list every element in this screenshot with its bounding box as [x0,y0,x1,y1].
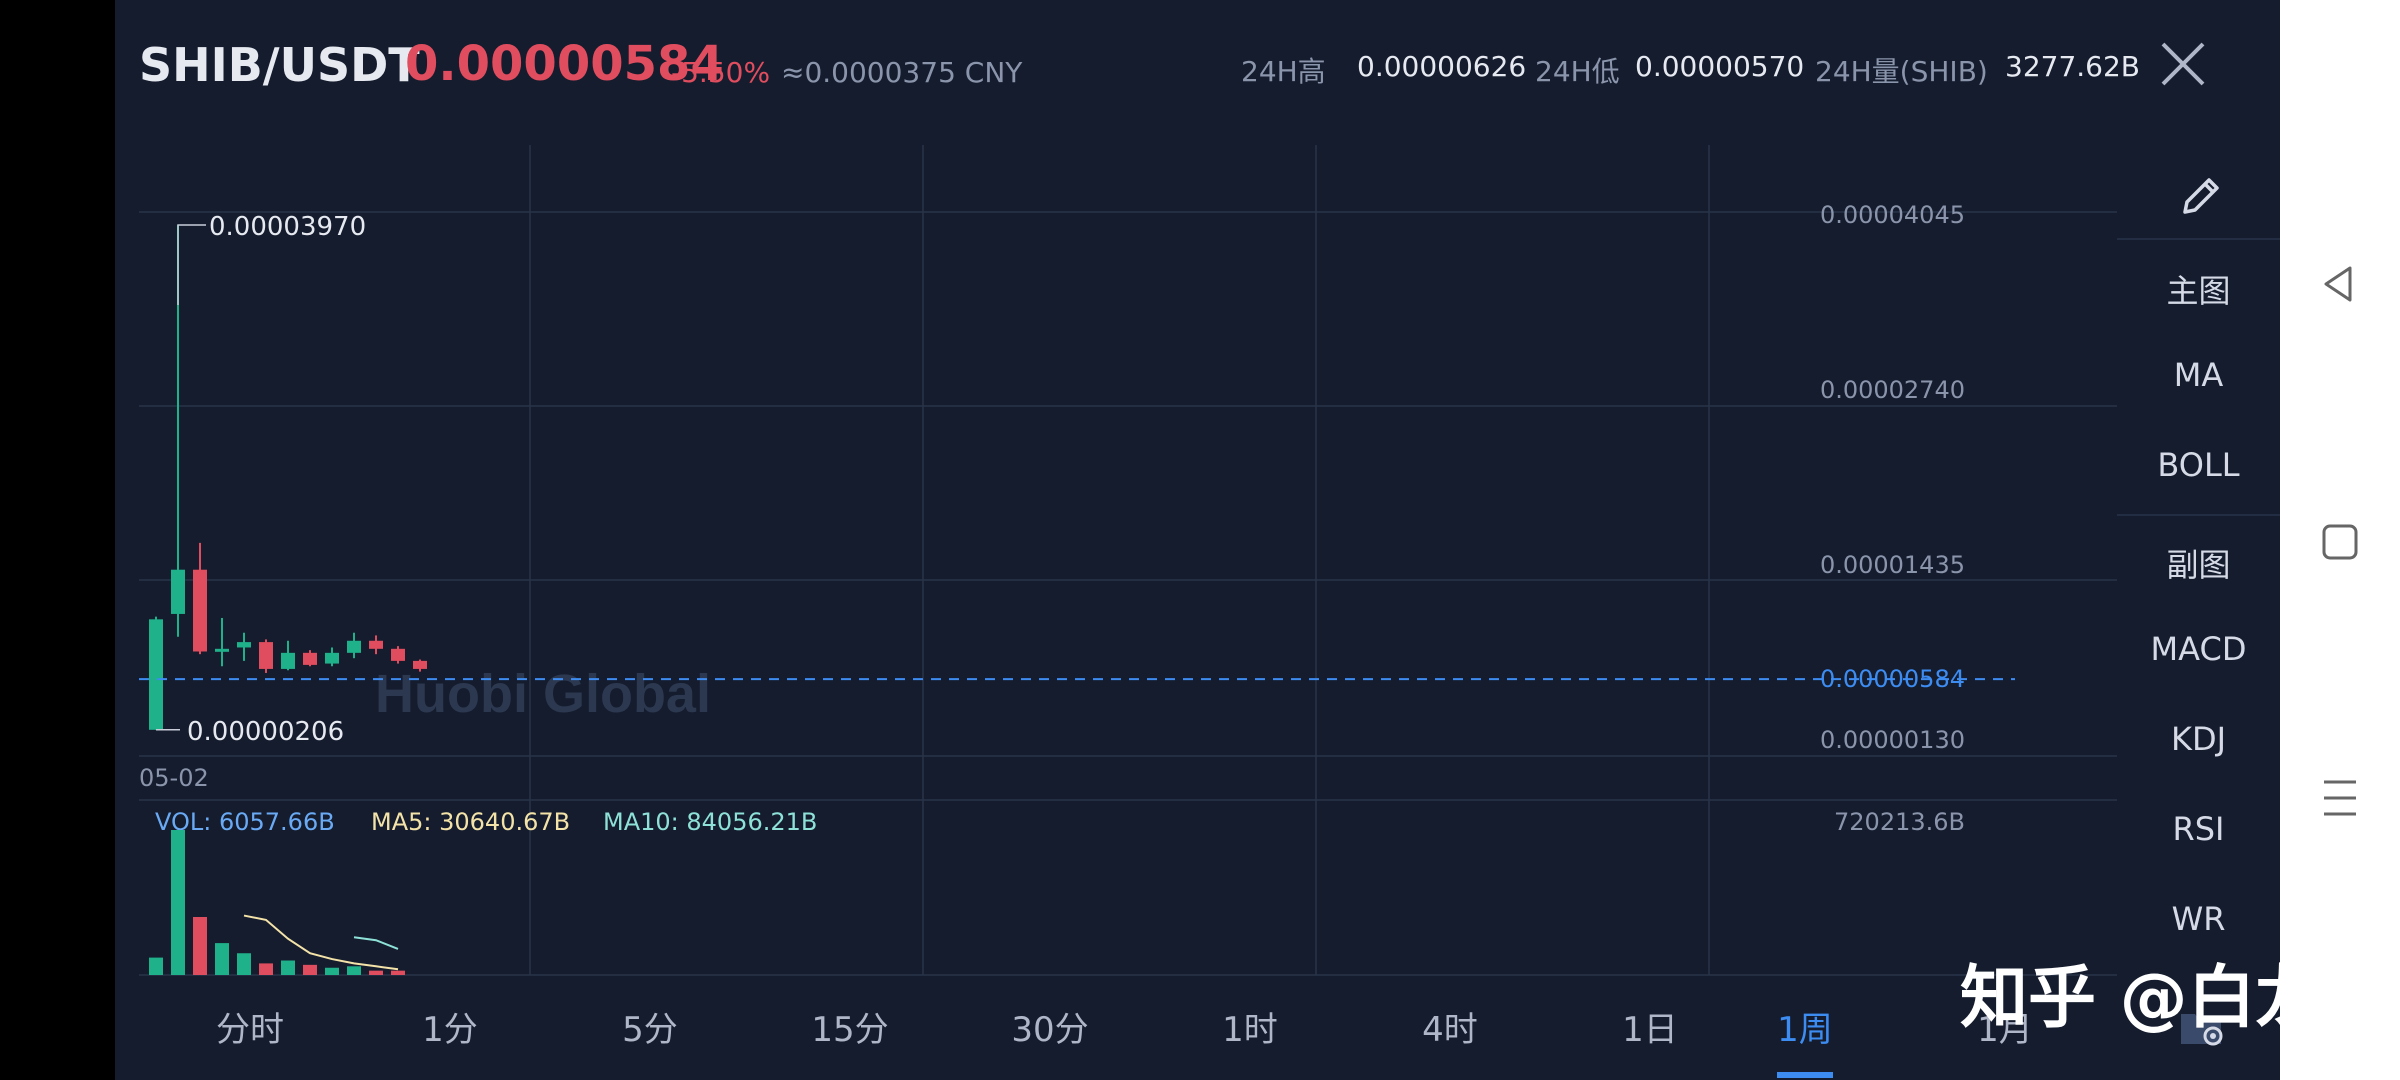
candle-body [347,640,361,653]
candle-body [171,569,185,614]
max-price-label: 0.00003970 [209,212,366,242]
back-icon[interactable] [2318,262,2362,306]
chart-grid [139,145,2117,976]
tf-1month[interactable]: 1月 [1977,1010,2033,1050]
ma5-line [243,914,399,971]
ma10-indicator: MA10: 84056.21B [603,808,817,836]
current-price-label: 0.00000584 [1820,665,1965,693]
system-nav-bar [2280,0,2400,1080]
sub-chart-label: 副图 [2166,546,2231,584]
close-icon[interactable] [2157,38,2209,90]
main-chart-label: 主图 [2166,272,2231,310]
volume-bar [325,967,339,975]
volume-bar [303,964,317,975]
candle-body [281,652,295,669]
volume-axis-max: 720213.6B [1834,808,1965,836]
chart-watermark: Huobi Global [375,664,711,724]
volume-value: 3277.62B [2005,50,2140,83]
candles [149,225,427,730]
y-tick-label: 0.00000130 [1820,726,1965,754]
ma5-indicator: MA5: 30640.67B [371,808,570,836]
tf-15min[interactable]: 15分 [811,1010,889,1050]
trading-pair[interactable]: SHIB/USDT [139,38,420,92]
panel-divider [2117,238,2280,240]
candle-body [149,619,163,730]
tf-1week[interactable]: 1周 [1777,1010,1833,1050]
timeframe-bar: 分时 1分 5分 15分 30分 1时 4时 1日 1周 1月 [115,976,2117,1080]
tf-1day[interactable]: 1日 [1622,1010,1678,1050]
candle-body [413,660,427,669]
candle-body [391,648,405,661]
low-label: 24H低 [1535,55,1620,88]
y-tick-label: 0.00004045 [1820,201,1965,229]
volume-bar [237,953,251,975]
y-tick-label: 0.00001435 [1820,551,1965,579]
volume-bar [171,830,185,975]
candle-body [259,642,273,669]
wr-button[interactable]: WR [2171,900,2226,938]
volume-label: 24H量(SHIB) [1815,55,1988,88]
ma-button[interactable]: MA [2173,356,2224,394]
cny-price: ≈0.0000375 CNY [781,56,1023,89]
candle-body [325,652,339,664]
recent-apps-icon[interactable] [2320,776,2360,820]
candle-body [237,642,251,648]
x-axis-date: 05-02 [139,764,209,792]
max-leader [177,224,206,306]
candlestick-chart[interactable]: Huobi Global 0.00004045 0.00002740 0.00001… [115,0,2117,976]
zhihu-watermark: 知乎 @白龙 [1960,959,2324,1038]
tf-4hour[interactable]: 4时 [1422,1010,1478,1050]
low-value: 0.00000570 [1635,50,1805,83]
candle-body [303,652,317,665]
volume-bar [369,970,383,975]
pencil-icon[interactable] [2177,172,2225,220]
min-price-label: 0.00000206 [187,717,344,747]
volume-bar [259,963,273,975]
trading-app: SHIB/USDT 0.00000584 -5.50% ≈0.0000375 C… [115,0,2280,1080]
price-change: -5.50% [671,56,771,89]
tf-time-share[interactable]: 分时 [216,1010,284,1050]
volume-bar [281,960,295,975]
last-price: 0.00000584 [405,36,724,92]
tf-1hour[interactable]: 1时 [1222,1010,1278,1050]
volume-bar [193,917,207,975]
boll-button[interactable]: BOLL [2157,446,2240,484]
volume-bar [391,970,405,975]
candle-body [369,640,383,649]
kdj-button[interactable]: KDJ [2170,720,2227,758]
home-icon[interactable] [2320,522,2360,562]
candle-body [193,569,207,652]
volume-bar [215,943,229,975]
high-label: 24H高 [1241,55,1326,88]
volume-bar [149,957,163,975]
volume-bars [149,830,405,975]
macd-button[interactable]: MACD [2150,630,2247,668]
tf-1min[interactable]: 1分 [422,1010,478,1050]
tf-30min[interactable]: 30分 [1011,1010,1089,1050]
y-axis-labels: 0.00004045 0.00002740 0.00001435 0.00000130 [1820,201,1965,754]
panel-divider [2117,514,2280,516]
rsi-button[interactable]: RSI [2172,810,2225,848]
indicator-panel: 主图 MA BOLL 副图 MACD KDJ RSI WR [2117,142,2280,1080]
active-tab-underline [1777,1072,1833,1078]
tf-5min[interactable]: 5分 [622,1010,678,1050]
volume-bar [347,966,361,975]
settings-icon[interactable] [2177,1000,2227,1050]
market-header: SHIB/USDT 0.00000584 -5.50% ≈0.0000375 C… [115,0,2280,135]
y-tick-label: 0.00002740 [1820,376,1965,404]
ma10-line [353,936,399,950]
candle-body [215,648,229,652]
high-value: 0.00000626 [1357,50,1527,83]
